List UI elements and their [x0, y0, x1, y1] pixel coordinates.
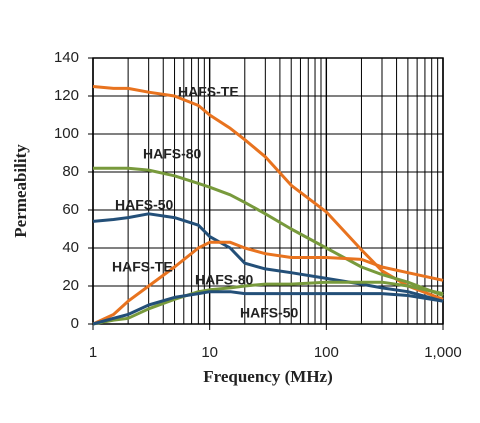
series-line	[92, 212, 444, 303]
series-line	[92, 85, 444, 301]
series-label: HAFS-TE	[112, 259, 173, 275]
y-tick-label: 0	[71, 315, 79, 332]
y-axis-title: Permeability	[11, 144, 30, 238]
series-label: HAFS-80	[143, 146, 202, 162]
series-line	[92, 280, 444, 326]
y-tick-label: 120	[54, 87, 79, 104]
y-tick-label: 100	[54, 125, 79, 142]
x-axis-title: Frequency (MHz)	[203, 367, 333, 386]
y-tick-label: 60	[62, 201, 79, 218]
x-tick-label: 1	[89, 344, 97, 361]
series-line	[92, 240, 444, 326]
y-tick-label: 20	[62, 277, 79, 294]
y-tick-label: 80	[62, 163, 79, 180]
x-tick-label: 10	[201, 344, 218, 361]
series-label: HAFS-80	[195, 272, 254, 288]
series-label: HAFS-50	[240, 305, 299, 321]
plot-frame	[92, 57, 444, 325]
series-line	[92, 290, 444, 326]
series-line	[93, 166, 444, 297]
y-tick-label: 40	[62, 239, 79, 256]
y-tick-label: 140	[54, 49, 79, 66]
x-tick-label: 1,000	[424, 344, 462, 361]
series-label: HAFS-50	[115, 197, 174, 213]
series-label: HAFS-TE	[178, 84, 239, 100]
x-tick-label: 100	[314, 344, 339, 361]
